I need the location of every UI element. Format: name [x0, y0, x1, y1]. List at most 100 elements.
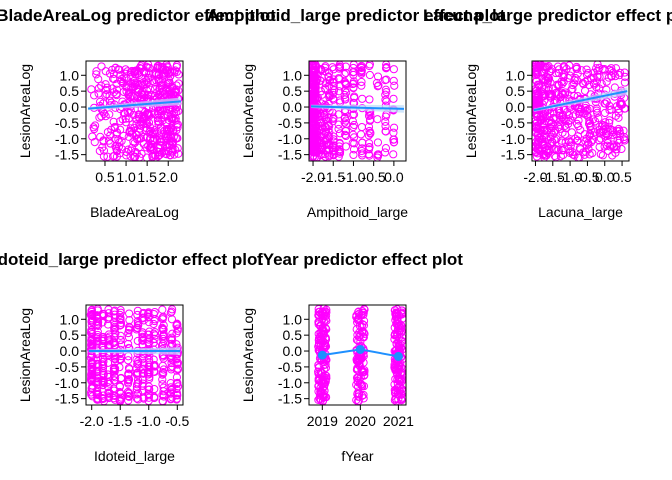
data-point [535, 82, 544, 91]
data-point [88, 381, 97, 390]
data-point [340, 77, 349, 86]
data-point [348, 138, 357, 148]
x-axis-label: Ampithoid_large [307, 204, 408, 220]
data-point [574, 122, 583, 131]
effect-point [393, 351, 403, 361]
data-point [539, 125, 549, 134]
data-point [582, 134, 591, 143]
data-point [365, 116, 375, 125]
data-point [128, 129, 137, 138]
data-point [134, 143, 143, 152]
data-point [145, 355, 154, 365]
data-point [117, 137, 126, 146]
data-point [172, 62, 181, 72]
x-tick-label: -2.0 [301, 169, 325, 185]
x-tick-label: 2021 [383, 413, 414, 429]
y-tick-label: 0.5 [283, 83, 303, 99]
data-point [101, 80, 110, 89]
data-point [99, 394, 108, 403]
data-point [173, 320, 182, 329]
data-point [109, 371, 119, 381]
data-point [565, 71, 575, 80]
data-point [122, 87, 131, 96]
y-axis-label: LesionAreaLog [17, 308, 33, 402]
data-point [174, 70, 183, 79]
data-point [357, 122, 367, 132]
data-point [561, 123, 570, 133]
data-point [171, 87, 180, 96]
data-point [112, 79, 121, 88]
data-point [315, 370, 324, 379]
data-point [321, 67, 330, 76]
data-point [118, 115, 127, 124]
data-point [142, 153, 151, 161]
data-point [88, 384, 97, 393]
data-point [139, 364, 148, 373]
data-point [542, 147, 551, 156]
data-point [159, 392, 168, 401]
data-point [374, 81, 383, 90]
data-point [144, 393, 153, 402]
data-point [357, 144, 367, 153]
data-point [348, 110, 357, 120]
data-point [561, 130, 570, 139]
data-point [108, 65, 117, 75]
data-point [132, 385, 141, 394]
data-point [321, 85, 330, 94]
data-point [583, 76, 592, 85]
data-point [144, 110, 153, 119]
y-tick-label: 0.5 [60, 327, 80, 343]
chart-title: fYear predictor effect plot [257, 250, 463, 269]
data-point [104, 334, 113, 343]
data-point [132, 390, 141, 399]
data-point [381, 64, 391, 73]
data-point [112, 146, 121, 155]
data-point [92, 337, 102, 346]
data-point [109, 307, 118, 316]
x-tick-label: -1.0 [137, 413, 161, 429]
data-point [593, 61, 602, 69]
data-point [551, 145, 560, 154]
data-point [557, 146, 566, 155]
data-point [580, 86, 590, 95]
data-point [381, 121, 390, 131]
data-point [115, 354, 125, 364]
data-point [567, 85, 576, 94]
data-point [88, 335, 97, 344]
data-point [131, 66, 141, 75]
data-point [98, 357, 107, 367]
data-point [329, 81, 338, 91]
data-point [614, 108, 623, 117]
data-point [123, 356, 133, 365]
data-point [109, 386, 119, 395]
data-point [314, 320, 323, 329]
data-point [571, 110, 580, 119]
x-tick-label: 0.5 [612, 169, 632, 185]
data-point [355, 389, 364, 398]
y-tick-label: 0.5 [283, 327, 303, 343]
data-point [321, 152, 330, 161]
data-point [620, 78, 629, 87]
panel-frame [85, 60, 184, 162]
data-point [320, 131, 329, 140]
data-point [341, 130, 350, 139]
data-point [317, 368, 326, 377]
data-point [124, 376, 134, 385]
data-point [576, 125, 585, 135]
data-point [320, 111, 329, 120]
data-point [597, 127, 606, 136]
data-point [392, 319, 401, 328]
data-point [532, 124, 541, 133]
data-point [557, 88, 566, 97]
data-point [389, 128, 398, 137]
data-point [140, 79, 149, 89]
data-point [563, 108, 572, 117]
data-point [556, 124, 565, 133]
data-point [163, 63, 172, 72]
data-point [365, 70, 374, 80]
data-point [158, 313, 167, 322]
data-point [382, 61, 391, 69]
effect-line [310, 105, 405, 110]
data-point [561, 116, 570, 125]
